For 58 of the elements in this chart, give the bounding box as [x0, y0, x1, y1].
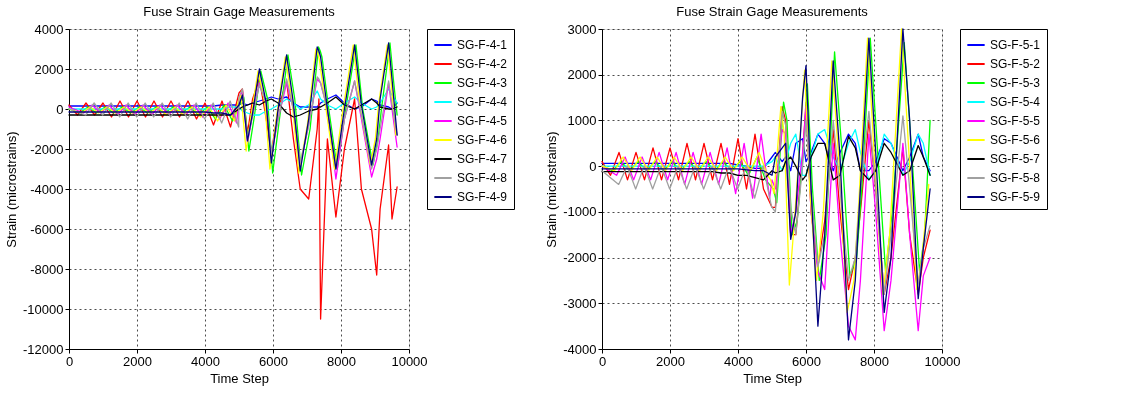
x-tick-label: 0	[65, 353, 74, 369]
legend-label: SG-F-5-1	[990, 38, 1041, 52]
legend-label: SG-F-5-5	[990, 114, 1041, 128]
y-tick-label: -2000	[30, 141, 64, 157]
x-tick-label: 2000	[123, 353, 152, 369]
y-tick-label: 0	[589, 158, 597, 174]
legend-label: SG-F-4-4	[457, 95, 508, 109]
line-series	[68, 94, 398, 110]
chart-title: Fuse Strain Gage Measurements	[143, 4, 336, 19]
y-axis-title: Strain (microstrains)	[4, 131, 20, 248]
x-tick-label: 0	[598, 353, 607, 369]
x-tick-label: 10000	[924, 353, 961, 369]
y-tick-label: -2000	[563, 250, 597, 266]
legend-label: SG-F-5-7	[990, 152, 1041, 166]
line-series	[68, 88, 398, 116]
y-tick-label: -6000	[30, 221, 64, 237]
y-tick-label: -4000	[563, 341, 597, 357]
legend-label: SG-F-4-8	[457, 171, 508, 185]
legend-label: SG-F-4-1	[457, 38, 508, 52]
x-tick-label: 8000	[860, 353, 889, 369]
legend-label: SG-F-4-3	[457, 76, 508, 90]
x-tick-label: 8000	[327, 353, 356, 369]
y-tick-label: -4000	[30, 181, 64, 197]
legend-label: SG-F-5-9	[990, 190, 1041, 204]
y-tick-label: -1000	[563, 204, 597, 220]
y-tick-label: 2000	[567, 67, 597, 83]
legend-label: SG-F-4-9	[457, 190, 508, 204]
line-series	[68, 78, 398, 320]
y-tick-label: -12000	[23, 341, 64, 357]
line-series	[601, 133, 931, 172]
x-axis-title: Time Step	[210, 370, 269, 386]
legend-label: SG-F-4-2	[457, 57, 508, 71]
x-tick-label: 10000	[391, 353, 428, 369]
y-tick-label: 3000	[567, 21, 597, 37]
legend-label: SG-F-4-7	[457, 152, 508, 166]
chart-title: Fuse Strain Gage Measurements	[676, 4, 869, 19]
legend-label: SG-F-5-8	[990, 171, 1041, 185]
x-axis-title: Time Step	[743, 370, 802, 386]
y-axis-title: Strain (microstrains)	[544, 131, 560, 248]
x-tick-label: 4000	[191, 353, 220, 369]
y-tick-label: -3000	[563, 295, 597, 311]
y-tick-label: 1000	[567, 112, 597, 128]
y-tick-label: 2000	[34, 61, 64, 77]
y-tick-label: 4000	[34, 21, 64, 37]
x-tick-label: 6000	[792, 353, 821, 369]
x-tick-label: 4000	[724, 353, 753, 369]
y-tick-label: 0	[56, 101, 64, 117]
legend-label: SG-F-4-5	[457, 114, 508, 128]
y-tick-label: -10000	[23, 301, 64, 317]
legend-label: SG-F-5-3	[990, 76, 1041, 90]
legend-label: SG-F-5-6	[990, 133, 1041, 147]
legend-label: SG-F-5-2	[990, 57, 1041, 71]
y-tick-label: -8000	[30, 261, 64, 277]
x-tick-label: 2000	[656, 353, 685, 369]
x-tick-label: 6000	[259, 353, 288, 369]
line-series	[601, 106, 931, 341]
legend-label: SG-F-5-4	[990, 95, 1041, 109]
legend-label: SG-F-4-6	[457, 133, 508, 147]
